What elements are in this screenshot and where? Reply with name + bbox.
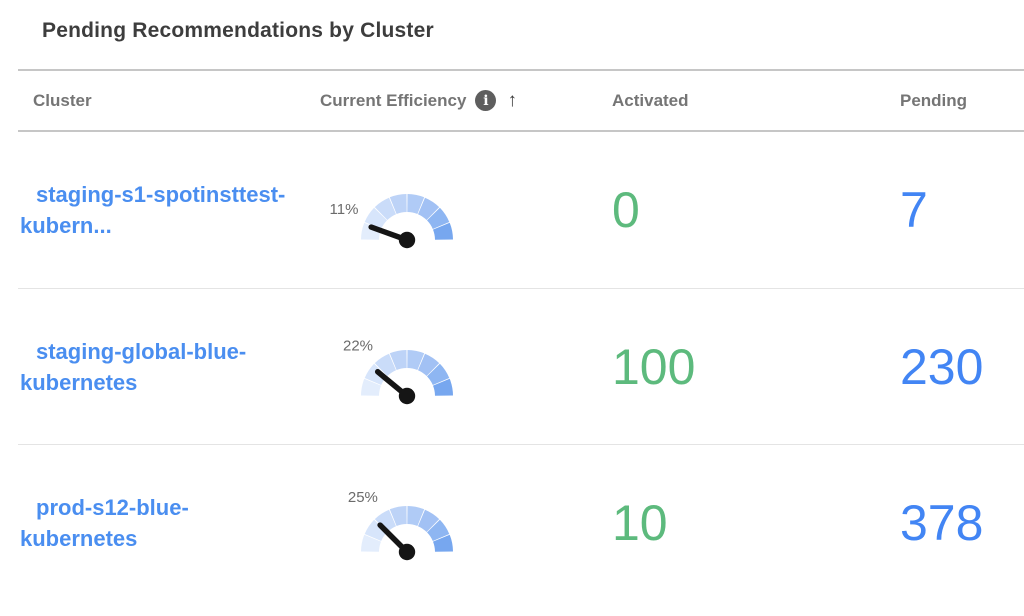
efficiency-gauge: 22% — [312, 324, 482, 409]
activated-value: 100 — [612, 338, 696, 395]
activated-cell: 0 — [610, 185, 900, 235]
pending-cell: 7 — [900, 185, 1024, 235]
info-icon[interactable]: i — [475, 90, 497, 111]
gauge-segment — [433, 378, 453, 396]
efficiency-gauge: 11% — [312, 168, 482, 253]
gauge-segment — [433, 534, 453, 552]
gauge-segment — [433, 222, 453, 240]
gauge-segment — [427, 363, 450, 385]
gauge-segment — [364, 207, 387, 229]
gauge-segment — [407, 506, 425, 526]
cluster-cell: staging-s1-spotinsttest-kubern... — [18, 179, 300, 241]
gauge-segment — [389, 193, 407, 214]
efficiency-gauge: 25% — [312, 480, 482, 565]
table-row: prod-s12-blue-kubernetes 25% 10 378 — [18, 444, 1024, 600]
activated-value: 10 — [612, 494, 668, 551]
gauge-segment — [361, 378, 381, 396]
gauge-pivot — [398, 543, 416, 561]
gauge-pivot — [398, 387, 416, 405]
column-header-current-efficiency-label: Current Efficiency — [320, 90, 467, 110]
table-header-row: Cluster Current Efficiency i ↑ Activated… — [18, 69, 1024, 132]
gauge-segment — [361, 222, 381, 240]
efficiency-cell: 11% — [300, 168, 610, 253]
activated-value: 0 — [612, 182, 640, 238]
sort-ascending-icon[interactable]: ↑ — [507, 89, 517, 111]
column-header-activated[interactable]: Activated — [612, 90, 689, 110]
gauge-segment — [389, 350, 407, 370]
gauge-segment — [364, 363, 387, 385]
gauge-segment — [374, 197, 396, 220]
efficiency-cell: 22% — [300, 324, 610, 409]
gauge-segment — [374, 509, 396, 532]
column-header-current-efficiency[interactable]: Current Efficiency i ↑ — [300, 90, 610, 112]
column-header-cluster[interactable]: Cluster — [33, 90, 92, 110]
cluster-cell: prod-s12-blue-kubernetes — [18, 492, 300, 554]
pending-value: 378 — [900, 494, 984, 551]
table-row: staging-global-blue-kubernetes 22% 100 2… — [18, 288, 1024, 444]
gauge-segment — [418, 197, 440, 220]
gauge-segment — [374, 353, 396, 376]
activated-cell: 10 — [610, 498, 900, 548]
gauge-segment — [427, 519, 450, 541]
table-row: staging-s1-spotinsttest-kubern... 11% 0 … — [18, 132, 1024, 288]
cluster-link[interactable]: prod-s12-blue-kubernetes — [20, 494, 189, 551]
gauge-segment — [407, 350, 425, 370]
gauge-segment — [407, 193, 425, 214]
cluster-link[interactable]: staging-s1-spotinsttest-kubern... — [20, 182, 286, 238]
pending-cell: 230 — [900, 342, 1024, 392]
gauge-segment — [364, 519, 387, 541]
gauge-segment — [427, 207, 450, 229]
gauge-percent-label: 22% — [343, 338, 373, 355]
table-body: staging-s1-spotinsttest-kubern... 11% 0 … — [18, 132, 1024, 600]
pending-recommendations-table: Cluster Current Efficiency i ↑ Activated… — [0, 69, 1024, 600]
gauge-segment — [389, 506, 407, 526]
gauge-segment — [361, 534, 381, 552]
cluster-link[interactable]: staging-global-blue-kubernetes — [20, 338, 247, 395]
column-header-pending[interactable]: Pending — [900, 90, 968, 110]
gauge-percent-label: 11% — [330, 201, 359, 218]
gauge-pivot — [398, 231, 416, 248]
pending-value: 7 — [900, 182, 928, 238]
page-title: Pending Recommendations by Cluster — [42, 19, 434, 42]
gauge-segment — [418, 509, 440, 532]
pending-cell: 378 — [900, 498, 1024, 548]
gauge-percent-label: 25% — [348, 489, 378, 506]
cluster-cell: staging-global-blue-kubernetes — [18, 336, 300, 398]
activated-cell: 100 — [610, 342, 900, 392]
efficiency-cell: 25% — [300, 480, 610, 565]
pending-value: 230 — [900, 338, 984, 395]
gauge-segment — [418, 353, 440, 376]
